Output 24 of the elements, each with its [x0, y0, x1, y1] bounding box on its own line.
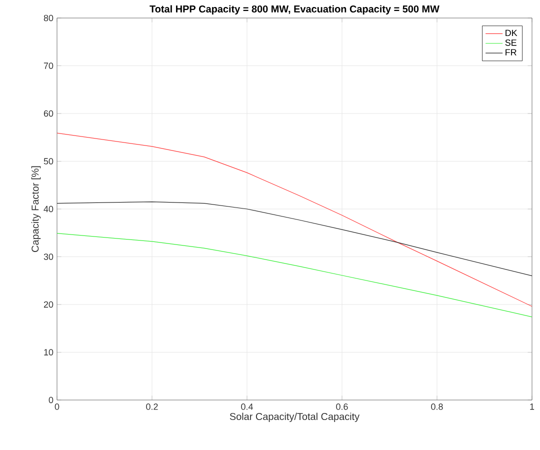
- line-series: [57, 132, 532, 307]
- y-tick-label: 10: [44, 349, 54, 356]
- x-tick-label: 1: [530, 404, 534, 410]
- y-tick-label: 80: [44, 14, 54, 22]
- y-tick-label: 60: [44, 110, 54, 117]
- x-tick-label: 0.4: [241, 404, 253, 410]
- y-axis-title: Capacity Factor [%]: [31, 166, 41, 252]
- x-axis-title: Solar Capacity/Total Capacity: [230, 412, 360, 422]
- line-series: [57, 202, 532, 276]
- x-tick-label: 0: [54, 404, 60, 410]
- legend-label: DK: [506, 30, 518, 36]
- legend-label: FR: [506, 49, 516, 56]
- y-tick-label: 70: [44, 62, 54, 69]
- legend-label: SE: [505, 39, 516, 46]
- y-tick-label: 40: [44, 206, 54, 212]
- line-series: [57, 233, 532, 318]
- chart-title: Total HPP Capacity = 800 MW, Evacuation Capacity = 500 MW: [150, 5, 440, 14]
- y-tick-label: 0: [48, 396, 54, 404]
- y-tick-label: 50: [44, 158, 54, 164]
- y-tick-label: 30: [44, 254, 54, 260]
- y-tick-label: 20: [44, 301, 54, 308]
- x-tick-label: 0.8: [431, 404, 443, 410]
- x-tick-label: 0.6: [336, 404, 348, 410]
- x-tick-label: 0.2: [146, 404, 158, 410]
